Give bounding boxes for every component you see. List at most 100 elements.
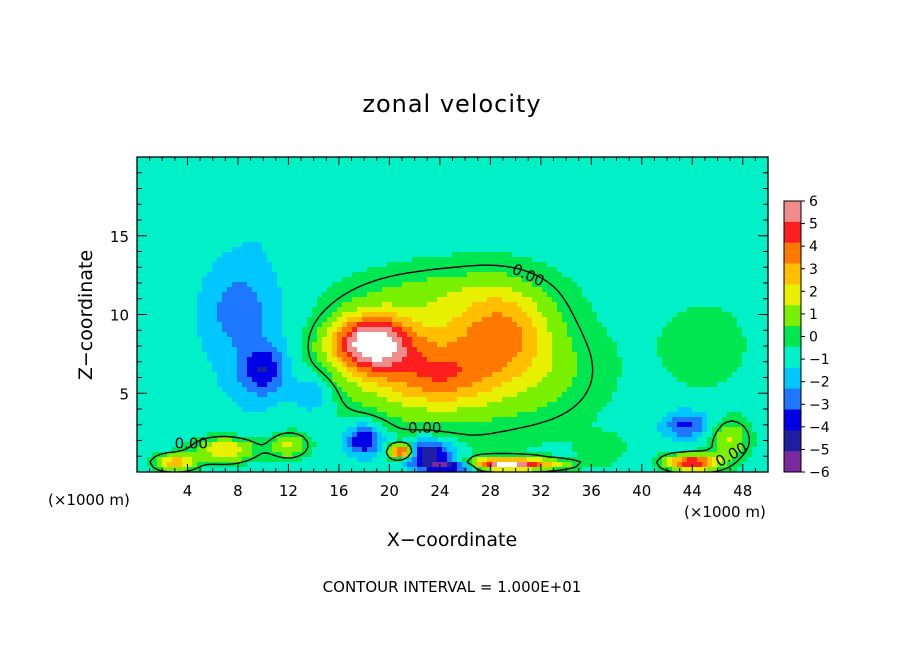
field-cell (162, 247, 168, 253)
field-cell (507, 207, 513, 213)
field-cell (287, 207, 293, 213)
field-cell (282, 292, 288, 298)
field-cell (367, 267, 373, 273)
field-cell (507, 297, 513, 303)
field-cell (542, 227, 548, 233)
field-cell (302, 202, 308, 208)
field-cell (607, 227, 613, 233)
field-cell (232, 317, 238, 323)
field-cell (512, 322, 518, 328)
field-cell (562, 342, 568, 348)
field-cell (332, 167, 338, 173)
field-cell (627, 292, 633, 298)
field-cell (257, 332, 263, 338)
field-cell (642, 282, 648, 288)
field-cell (512, 212, 518, 218)
field-cell (197, 242, 203, 248)
field-cell (617, 262, 623, 268)
field-cell (677, 292, 683, 298)
field-cell (522, 212, 528, 218)
field-cell (437, 182, 443, 188)
field-cell (422, 182, 428, 188)
field-cell (147, 267, 153, 273)
field-cell (712, 172, 718, 178)
field-cell (482, 177, 488, 183)
field-cell (602, 322, 608, 328)
field-cell (402, 292, 408, 298)
field-cell (607, 232, 613, 238)
field-cell (382, 182, 388, 188)
field-cell (552, 172, 558, 178)
field-cell (612, 177, 618, 183)
field-cell (652, 267, 658, 273)
field-cell (472, 337, 478, 343)
field-cell (552, 227, 558, 233)
field-cell (137, 307, 143, 313)
field-cell (747, 162, 753, 168)
field-cell (397, 202, 403, 208)
field-cell (537, 332, 543, 338)
field-cell (382, 247, 388, 253)
field-cell (202, 282, 208, 288)
field-cell (212, 252, 218, 258)
field-cell (752, 337, 758, 343)
field-cell (422, 312, 428, 318)
field-cell (642, 272, 648, 278)
field-cell (272, 287, 278, 293)
field-cell (317, 167, 323, 173)
field-cell (277, 292, 283, 298)
field-cell (552, 242, 558, 248)
field-cell (632, 177, 638, 183)
field-cell (497, 332, 503, 338)
field-cell (222, 332, 228, 338)
field-cell (247, 272, 253, 278)
field-cell (677, 197, 683, 203)
field-cell (622, 287, 628, 293)
field-cell (632, 267, 638, 273)
field-cell (617, 227, 623, 233)
field-cell (692, 182, 698, 188)
field-cell (397, 252, 403, 258)
field-cell (297, 217, 303, 223)
field-cell (192, 212, 198, 218)
field-cell (667, 207, 673, 213)
field-cell (222, 237, 228, 243)
field-cell (277, 212, 283, 218)
field-cell (312, 187, 318, 193)
field-cell (572, 312, 578, 318)
field-cell (492, 267, 498, 273)
field-cell (687, 327, 693, 333)
field-cell (412, 217, 418, 223)
field-cell (557, 197, 563, 203)
field-cell (167, 237, 173, 243)
field-cell (202, 172, 208, 178)
field-cell (607, 337, 613, 343)
field-cell (167, 177, 173, 183)
field-cell (442, 167, 448, 173)
field-cell (617, 332, 623, 338)
field-cell (377, 157, 383, 163)
field-cell (172, 347, 178, 353)
field-cell (307, 292, 313, 298)
field-cell (192, 287, 198, 293)
field-cell (657, 162, 663, 168)
field-cell (297, 237, 303, 243)
field-cell (282, 257, 288, 263)
field-cell (507, 312, 513, 318)
field-cell (372, 227, 378, 233)
field-cell (332, 172, 338, 178)
field-cell (572, 232, 578, 238)
field-cell (272, 172, 278, 178)
field-cell (517, 182, 523, 188)
field-cell (572, 342, 578, 348)
field-cell (632, 252, 638, 258)
field-cell (562, 257, 568, 263)
field-cell (162, 157, 168, 163)
field-cell (352, 182, 358, 188)
field-cell (677, 227, 683, 233)
field-cell (677, 212, 683, 218)
field-cell (587, 212, 593, 218)
field-cell (267, 332, 273, 338)
field-cell (387, 312, 393, 318)
field-cell (347, 277, 353, 283)
